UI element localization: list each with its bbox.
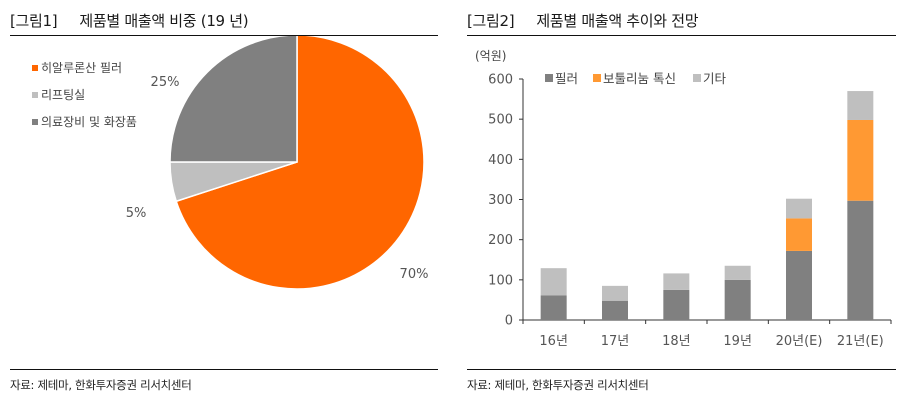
legend-label: 의료장비 및 화장품 xyxy=(41,115,137,129)
bar-axes: 0 100 200 300 400 500 600 16년 17년 18년 19년 20년(E) 21년… xyxy=(488,73,892,349)
legend-swatch-icon xyxy=(693,74,701,82)
bar-segment-3 xyxy=(602,285,628,301)
y-axis-unit: (억원) xyxy=(475,49,506,63)
pie-slices xyxy=(169,36,425,290)
x-tick-label: 17년 xyxy=(601,334,630,349)
pie-slice-label-1: 70% xyxy=(400,267,429,282)
legend-label: 보툴리눔 톡신 xyxy=(603,71,676,86)
stacked-bar-chart: (억원) 0 100 200 300 400 500 600 16년 17년 18년 19년 20년(… xyxy=(475,49,892,349)
figure-2-title-text: 제품별 매출액 추이와 전망 xyxy=(536,12,699,30)
bar-group xyxy=(663,273,690,320)
bar-segment-3 xyxy=(847,91,874,120)
bar-group xyxy=(540,268,567,320)
y-tick-label: 100 xyxy=(488,273,513,288)
x-tick-label: 16년 xyxy=(539,334,568,349)
bar-segment-3 xyxy=(540,268,567,296)
bar-legend: 필러 보툴리눔 톡신 기타 xyxy=(545,71,727,86)
figure-1-label: [그림1] xyxy=(10,12,58,30)
y-tick-label: 200 xyxy=(488,233,513,248)
legend-label: 필러 xyxy=(555,71,578,86)
y-tick-label: 0 xyxy=(505,314,513,329)
x-tick-label: 18년 xyxy=(662,334,691,349)
figure-1-bottom-rule xyxy=(10,369,438,370)
figure-1-source: 자료: 제테마, 한화투자증권 리서치센터 xyxy=(10,378,192,392)
bar-group xyxy=(786,198,812,320)
bar-segment-3 xyxy=(786,198,812,219)
x-tick-label: 19년 xyxy=(723,334,752,349)
figure-2-bottom-rule xyxy=(467,369,896,370)
bar-segment-1 xyxy=(540,295,567,320)
figure-1-title-text: 제품별 매출액 비중 (19 년) xyxy=(79,12,249,30)
pie-slice-1 xyxy=(175,36,425,290)
bar-segment-1 xyxy=(847,200,874,320)
pie-slice-labels: 70% 5% 25% xyxy=(126,75,429,282)
pie-slice-label-2: 5% xyxy=(126,206,147,221)
figure-2-panel: [그림2] 제품별 매출액 추이와 전망 (억원) 0 100 200 300 400 50… xyxy=(467,0,896,401)
y-tick-label: 300 xyxy=(488,193,513,208)
figure-2-top-rule xyxy=(467,35,896,36)
y-tick-label: 400 xyxy=(488,153,513,168)
legend-label: 기타 xyxy=(703,71,727,86)
legend-swatch-icon xyxy=(32,119,38,125)
bar-group xyxy=(602,285,628,320)
legend-swatch-icon xyxy=(32,92,38,98)
x-tick-label: 21년(E) xyxy=(837,334,884,349)
legend-swatch-icon xyxy=(593,74,601,82)
bar-series xyxy=(540,91,874,320)
y-tick-label: 500 xyxy=(488,113,513,128)
bar-segment-2 xyxy=(786,218,812,251)
bar-segment-3 xyxy=(724,265,751,280)
bar-segment-1 xyxy=(602,300,628,320)
bar-segment-3 xyxy=(663,273,690,290)
figure-2-label: [그림2] xyxy=(467,12,515,30)
y-tick-label: 600 xyxy=(488,73,513,88)
bar-segment-1 xyxy=(724,279,751,320)
bar-segment-1 xyxy=(663,289,690,320)
figure-1-top-rule xyxy=(10,35,438,36)
pie-slice-3 xyxy=(169,36,298,163)
x-tick-label: 20년(E) xyxy=(776,334,823,349)
figure-2-title: [그림2] 제품별 매출액 추이와 전망 xyxy=(467,10,699,31)
bar-segment-1 xyxy=(786,250,812,320)
figure-2-source: 자료: 제테마, 한화투자증권 리서치센터 xyxy=(467,378,649,392)
bar-group xyxy=(847,91,874,320)
pie-slice-label-3: 25% xyxy=(151,75,180,90)
legend-swatch-icon xyxy=(545,74,553,82)
bar-segment-2 xyxy=(847,119,874,201)
legend-swatch-icon xyxy=(32,65,38,71)
legend-label: 히알루론산 필러 xyxy=(41,61,122,75)
legend-label: 리프팅실 xyxy=(41,88,85,102)
bar-group xyxy=(724,265,751,320)
figure-1-title: [그림1] 제품별 매출액 비중 (19 년) xyxy=(10,10,249,31)
